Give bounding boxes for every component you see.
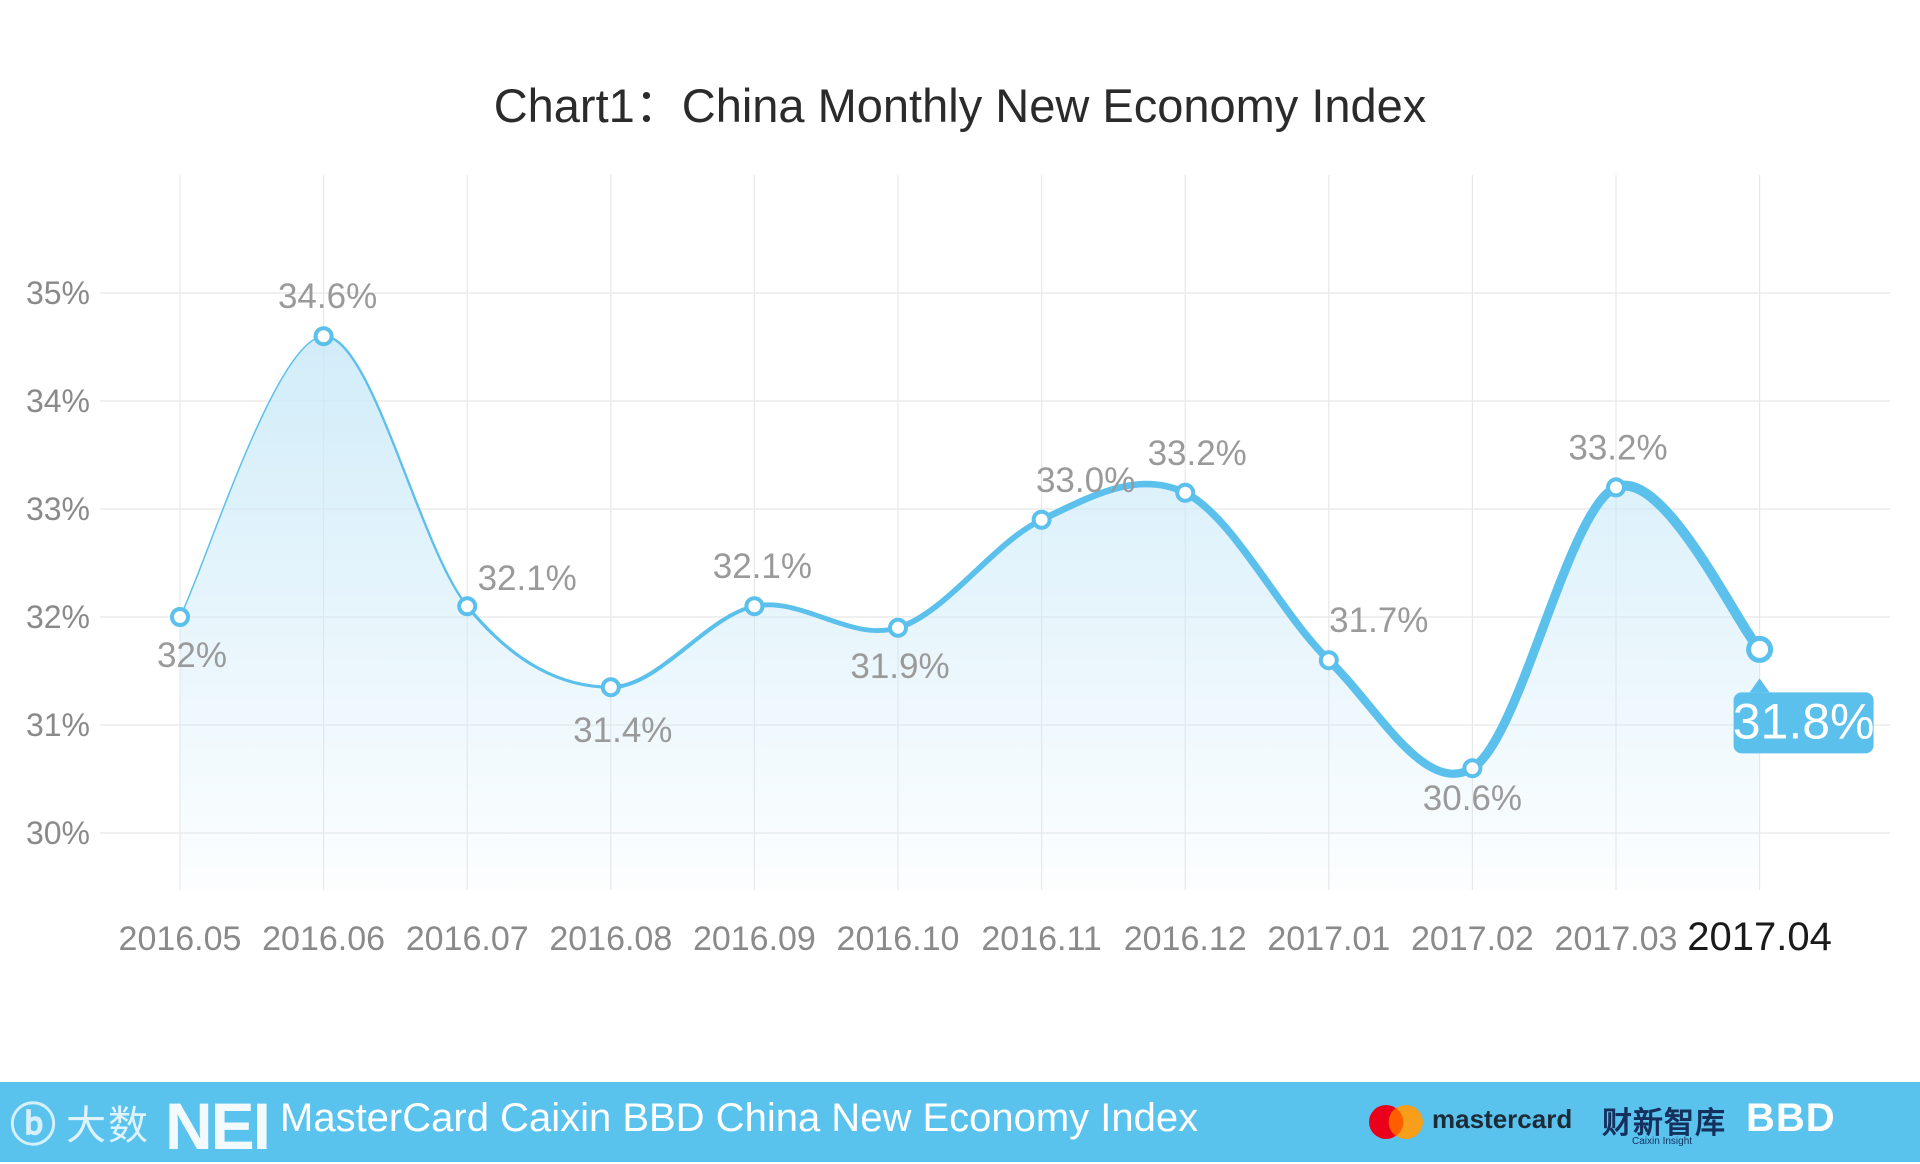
caixin-logo-text: 财新智库 <box>1602 1107 1726 1140</box>
x-tick-label: 2016.08 <box>549 920 672 958</box>
x-tick-label: 2016.10 <box>837 920 960 958</box>
y-tick-label: 34% <box>26 383 90 419</box>
data-label: 32.1% <box>478 559 577 598</box>
dashu-logo: ⓑ 大数 NEI <box>10 1088 271 1163</box>
series-line-segment <box>751 602 901 634</box>
data-label: 34.6% <box>278 277 377 316</box>
data-point-marker <box>600 677 621 698</box>
data-point-marker <box>888 617 908 638</box>
data-point-marker <box>744 596 765 617</box>
data-point-marker <box>313 326 334 347</box>
x-tick-label: 2016.09 <box>693 920 816 958</box>
series-line-segment <box>1611 480 1765 655</box>
data-label: 33.2% <box>1568 428 1667 467</box>
data-label: 31.4% <box>573 711 672 750</box>
mastercard-logo-text: mastercard <box>1432 1104 1573 1134</box>
series-line-segment <box>465 604 613 689</box>
data-label: 33.0% <box>1036 461 1135 500</box>
data-point-marker <box>1462 758 1483 779</box>
series-line-segment <box>1038 480 1189 524</box>
data-label: 32% <box>157 636 227 675</box>
data-point-marker <box>1606 477 1626 498</box>
x-tick-label: 2017.01 <box>1267 920 1390 958</box>
footer-title: MasterCard Caixin BBD China New Economy … <box>280 1096 1199 1140</box>
line-chart: Chart1：China Monthly New Economy Index 30… <box>26 79 1890 959</box>
y-tick-label: 32% <box>26 599 90 635</box>
series-line-segment <box>608 604 757 690</box>
series-line-segment <box>895 516 1045 631</box>
x-tick-label: 2016.12 <box>1124 920 1247 958</box>
chart-area: Chart1：China Monthly New Economy Index 30… <box>26 79 1890 959</box>
bbd-logo-text: BBD <box>1746 1096 1836 1140</box>
series-line-segment <box>322 335 469 608</box>
dashu-icon: ⓑ <box>10 1099 56 1151</box>
data-point-marker <box>170 607 190 627</box>
data-label: 32.1% <box>713 547 812 586</box>
y-tick-label: 30% <box>26 815 90 851</box>
x-tick-label: 2016.05 <box>119 920 242 958</box>
callout-label: 31.8% <box>1733 693 1875 749</box>
callout-box <box>1733 692 1874 754</box>
x-tick-label: 2017.02 <box>1411 920 1534 958</box>
callout-pointer <box>1749 678 1770 693</box>
data-label: 31.9% <box>850 647 949 686</box>
data-point-marker <box>1746 635 1774 663</box>
data-point-marker <box>1031 509 1052 530</box>
dashu-logo-text: 大数 <box>66 1104 150 1148</box>
x-tick-label: 2016.07 <box>406 920 529 958</box>
x-tick-label: 2016.11 <box>981 920 1101 958</box>
data-point-marker <box>1175 482 1196 503</box>
series-line-segment <box>179 335 325 618</box>
footer-banner: ⓑ 大数 NEI MasterCard Caixin BBD China New… <box>0 1082 1920 1163</box>
data-label: 33.2% <box>1148 434 1247 473</box>
x-tick-label: 2017.04 <box>1687 915 1832 959</box>
y-tick-label: 33% <box>26 491 90 527</box>
data-label: 31.7% <box>1329 601 1428 640</box>
series-line-segment <box>1324 656 1477 778</box>
caixin-sub-text: Caixin Insight <box>1632 1136 1693 1147</box>
series-area <box>180 336 1760 890</box>
y-tick-label: 35% <box>26 275 90 311</box>
data-point-marker <box>1318 650 1339 671</box>
y-tick-label: 31% <box>26 707 90 743</box>
mastercard-icon <box>1369 1105 1423 1139</box>
data-label: 30.6% <box>1423 779 1522 818</box>
chart-title: Chart1：China Monthly New Economy Index <box>494 79 1427 132</box>
x-tick-label: 2016.06 <box>262 920 385 958</box>
nei-logo: NEI <box>165 1089 271 1163</box>
series-line-segment <box>1467 482 1621 773</box>
data-point-marker <box>457 596 478 617</box>
series-line-segment <box>1181 489 1333 664</box>
x-tick-label: 2017.03 <box>1555 920 1678 958</box>
